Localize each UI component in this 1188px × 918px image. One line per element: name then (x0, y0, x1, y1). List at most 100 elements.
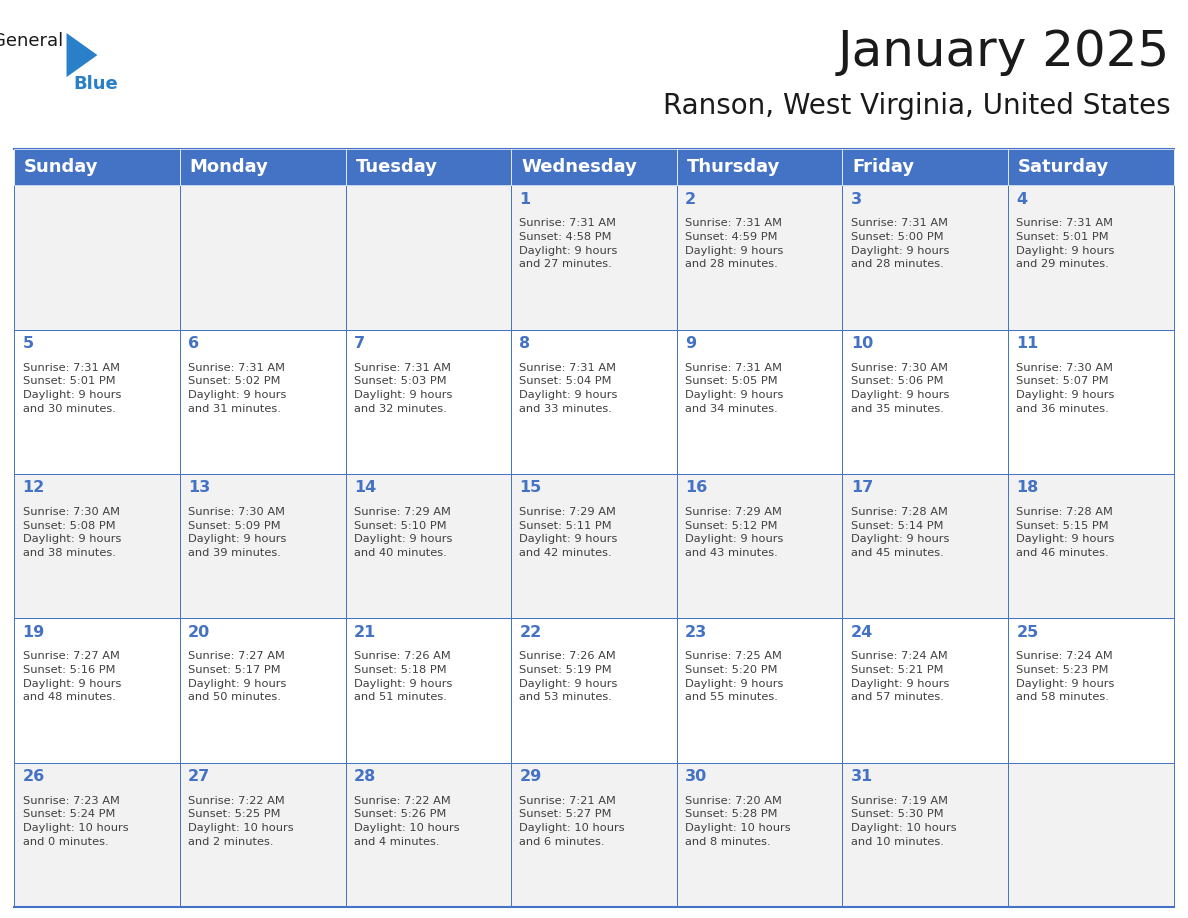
Bar (1009, 330, 1174, 474)
Text: 10: 10 (851, 336, 873, 352)
Text: Sunrise: 7:29 AM
Sunset: 5:12 PM
Daylight: 9 hours
and 43 minutes.: Sunrise: 7:29 AM Sunset: 5:12 PM Dayligh… (685, 507, 783, 558)
Text: Sunrise: 7:22 AM
Sunset: 5:26 PM
Daylight: 10 hours
and 4 minutes.: Sunrise: 7:22 AM Sunset: 5:26 PM Dayligh… (354, 796, 460, 846)
Bar (677, 619, 842, 763)
Text: 27: 27 (188, 769, 210, 784)
Text: 31: 31 (851, 769, 873, 784)
Bar (14, 330, 179, 474)
Text: Wednesday: Wednesday (522, 158, 637, 176)
Text: Sunrise: 7:31 AM
Sunset: 5:05 PM
Daylight: 9 hours
and 34 minutes.: Sunrise: 7:31 AM Sunset: 5:05 PM Dayligh… (685, 363, 783, 414)
Text: Sunrise: 7:22 AM
Sunset: 5:25 PM
Daylight: 10 hours
and 2 minutes.: Sunrise: 7:22 AM Sunset: 5:25 PM Dayligh… (188, 796, 293, 846)
Text: 23: 23 (685, 625, 707, 640)
Text: 19: 19 (23, 625, 45, 640)
Text: Sunrise: 7:31 AM
Sunset: 5:02 PM
Daylight: 9 hours
and 31 minutes.: Sunrise: 7:31 AM Sunset: 5:02 PM Dayligh… (188, 363, 286, 414)
Bar (346, 330, 511, 474)
Bar (511, 619, 677, 763)
Bar (346, 763, 511, 907)
Text: 17: 17 (851, 480, 873, 496)
Text: 12: 12 (23, 480, 45, 496)
Text: 9: 9 (685, 336, 696, 352)
Bar (677, 185, 842, 330)
Text: Tuesday: Tuesday (355, 158, 437, 176)
Text: 3: 3 (851, 192, 861, 207)
Text: Sunrise: 7:31 AM
Sunset: 4:59 PM
Daylight: 9 hours
and 28 minutes.: Sunrise: 7:31 AM Sunset: 4:59 PM Dayligh… (685, 218, 783, 269)
Bar (346, 149, 511, 185)
Text: Sunrise: 7:31 AM
Sunset: 5:01 PM
Daylight: 9 hours
and 30 minutes.: Sunrise: 7:31 AM Sunset: 5:01 PM Dayligh… (23, 363, 121, 414)
Text: 28: 28 (354, 769, 377, 784)
Text: 8: 8 (519, 336, 531, 352)
Text: Sunrise: 7:24 AM
Sunset: 5:21 PM
Daylight: 9 hours
and 57 minutes.: Sunrise: 7:24 AM Sunset: 5:21 PM Dayligh… (851, 652, 949, 702)
Text: Sunrise: 7:25 AM
Sunset: 5:20 PM
Daylight: 9 hours
and 55 minutes.: Sunrise: 7:25 AM Sunset: 5:20 PM Dayligh… (685, 652, 783, 702)
Text: Sunrise: 7:26 AM
Sunset: 5:18 PM
Daylight: 9 hours
and 51 minutes.: Sunrise: 7:26 AM Sunset: 5:18 PM Dayligh… (354, 652, 453, 702)
Text: 24: 24 (851, 625, 873, 640)
Text: 4: 4 (1017, 192, 1028, 207)
Bar (179, 763, 346, 907)
Bar (511, 330, 677, 474)
Bar (1009, 474, 1174, 619)
Text: 25: 25 (1017, 625, 1038, 640)
Text: Blue: Blue (74, 75, 119, 94)
Text: 29: 29 (519, 769, 542, 784)
Text: Sunrise: 7:27 AM
Sunset: 5:17 PM
Daylight: 9 hours
and 50 minutes.: Sunrise: 7:27 AM Sunset: 5:17 PM Dayligh… (188, 652, 286, 702)
Text: Sunrise: 7:30 AM
Sunset: 5:06 PM
Daylight: 9 hours
and 35 minutes.: Sunrise: 7:30 AM Sunset: 5:06 PM Dayligh… (851, 363, 949, 414)
Bar (1009, 619, 1174, 763)
Bar (842, 474, 1009, 619)
Text: 11: 11 (1017, 336, 1038, 352)
Bar (179, 149, 346, 185)
Text: Sunrise: 7:31 AM
Sunset: 4:58 PM
Daylight: 9 hours
and 27 minutes.: Sunrise: 7:31 AM Sunset: 4:58 PM Dayligh… (519, 218, 618, 269)
Bar (14, 149, 179, 185)
Bar (511, 474, 677, 619)
Bar (1009, 149, 1174, 185)
Bar (14, 763, 179, 907)
Text: Sunrise: 7:20 AM
Sunset: 5:28 PM
Daylight: 10 hours
and 8 minutes.: Sunrise: 7:20 AM Sunset: 5:28 PM Dayligh… (685, 796, 791, 846)
Text: Thursday: Thursday (687, 158, 781, 176)
Bar (842, 185, 1009, 330)
Bar (842, 763, 1009, 907)
Text: Sunrise: 7:21 AM
Sunset: 5:27 PM
Daylight: 10 hours
and 6 minutes.: Sunrise: 7:21 AM Sunset: 5:27 PM Dayligh… (519, 796, 625, 846)
Polygon shape (67, 33, 97, 77)
Bar (346, 474, 511, 619)
Bar (346, 619, 511, 763)
Text: Sunrise: 7:23 AM
Sunset: 5:24 PM
Daylight: 10 hours
and 0 minutes.: Sunrise: 7:23 AM Sunset: 5:24 PM Dayligh… (23, 796, 128, 846)
Bar (179, 474, 346, 619)
Text: 15: 15 (519, 480, 542, 496)
Text: 26: 26 (23, 769, 45, 784)
Text: 7: 7 (354, 336, 365, 352)
Text: Sunrise: 7:19 AM
Sunset: 5:30 PM
Daylight: 10 hours
and 10 minutes.: Sunrise: 7:19 AM Sunset: 5:30 PM Dayligh… (851, 796, 956, 846)
Text: 22: 22 (519, 625, 542, 640)
Bar (346, 185, 511, 330)
Bar (677, 149, 842, 185)
Text: 14: 14 (354, 480, 377, 496)
Text: Sunrise: 7:28 AM
Sunset: 5:15 PM
Daylight: 9 hours
and 46 minutes.: Sunrise: 7:28 AM Sunset: 5:15 PM Dayligh… (1017, 507, 1114, 558)
Text: 5: 5 (23, 336, 33, 352)
Text: Sunday: Sunday (24, 158, 99, 176)
Bar (14, 185, 179, 330)
Text: Sunrise: 7:30 AM
Sunset: 5:09 PM
Daylight: 9 hours
and 39 minutes.: Sunrise: 7:30 AM Sunset: 5:09 PM Dayligh… (188, 507, 286, 558)
Bar (842, 619, 1009, 763)
Text: 1: 1 (519, 192, 531, 207)
Bar (179, 619, 346, 763)
Text: Sunrise: 7:27 AM
Sunset: 5:16 PM
Daylight: 9 hours
and 48 minutes.: Sunrise: 7:27 AM Sunset: 5:16 PM Dayligh… (23, 652, 121, 702)
Bar (511, 149, 677, 185)
Bar (842, 330, 1009, 474)
Text: Monday: Monday (190, 158, 268, 176)
Text: 2: 2 (685, 192, 696, 207)
Text: 18: 18 (1017, 480, 1038, 496)
Text: 20: 20 (188, 625, 210, 640)
Text: Sunrise: 7:31 AM
Sunset: 5:03 PM
Daylight: 9 hours
and 32 minutes.: Sunrise: 7:31 AM Sunset: 5:03 PM Dayligh… (354, 363, 453, 414)
Text: Sunrise: 7:26 AM
Sunset: 5:19 PM
Daylight: 9 hours
and 53 minutes.: Sunrise: 7:26 AM Sunset: 5:19 PM Dayligh… (519, 652, 618, 702)
Text: 30: 30 (685, 769, 707, 784)
Text: Sunrise: 7:31 AM
Sunset: 5:00 PM
Daylight: 9 hours
and 28 minutes.: Sunrise: 7:31 AM Sunset: 5:00 PM Dayligh… (851, 218, 949, 269)
Text: 13: 13 (188, 480, 210, 496)
Bar (511, 763, 677, 907)
Text: January 2025: January 2025 (838, 28, 1170, 75)
Text: Ranson, West Virginia, United States: Ranson, West Virginia, United States (663, 92, 1170, 120)
Text: Sunrise: 7:31 AM
Sunset: 5:04 PM
Daylight: 9 hours
and 33 minutes.: Sunrise: 7:31 AM Sunset: 5:04 PM Dayligh… (519, 363, 618, 414)
Text: Sunrise: 7:30 AM
Sunset: 5:08 PM
Daylight: 9 hours
and 38 minutes.: Sunrise: 7:30 AM Sunset: 5:08 PM Dayligh… (23, 507, 121, 558)
Bar (1009, 185, 1174, 330)
Text: Sunrise: 7:24 AM
Sunset: 5:23 PM
Daylight: 9 hours
and 58 minutes.: Sunrise: 7:24 AM Sunset: 5:23 PM Dayligh… (1017, 652, 1114, 702)
Bar (677, 763, 842, 907)
Bar (179, 330, 346, 474)
Text: Sunrise: 7:30 AM
Sunset: 5:07 PM
Daylight: 9 hours
and 36 minutes.: Sunrise: 7:30 AM Sunset: 5:07 PM Dayligh… (1017, 363, 1114, 414)
Bar (677, 474, 842, 619)
Text: Saturday: Saturday (1018, 158, 1110, 176)
